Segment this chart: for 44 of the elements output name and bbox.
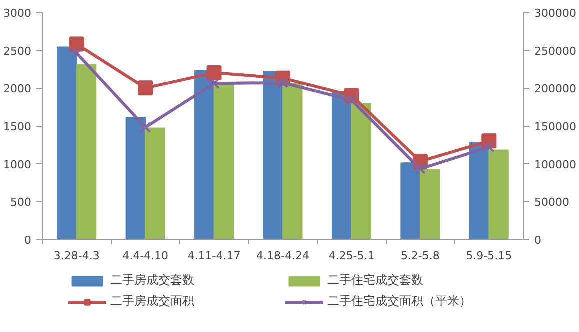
bar bbox=[76, 64, 97, 240]
point bbox=[71, 48, 82, 59]
point bbox=[69, 36, 84, 52]
bar bbox=[420, 169, 440, 240]
y2-tick-label: 300000 bbox=[534, 7, 576, 20]
point bbox=[138, 80, 154, 96]
bar bbox=[351, 104, 372, 240]
y2-tick-label: 0 bbox=[534, 234, 542, 247]
bar bbox=[57, 46, 78, 240]
y2-tick-label: 200000 bbox=[534, 82, 576, 96]
point bbox=[140, 122, 152, 134]
y-tick-label: 3000 bbox=[4, 7, 32, 20]
legend-label: 二手住宅成交面积（平米） bbox=[328, 293, 472, 310]
x-tick-label: 4.18-4.24 bbox=[256, 250, 310, 262]
point bbox=[208, 78, 220, 90]
y-tick-label: 1500 bbox=[4, 120, 32, 134]
y2-tick-label: 50000 bbox=[534, 196, 570, 210]
point bbox=[206, 66, 222, 81]
y-tick-label: 0 bbox=[24, 234, 32, 247]
bar bbox=[126, 117, 146, 240]
x-tick-label: 3.28-4.3 bbox=[54, 250, 100, 262]
bar bbox=[145, 128, 166, 240]
point bbox=[414, 164, 426, 175]
y2-tick-label: 100000 bbox=[534, 158, 576, 172]
y2-tick-label: 150000 bbox=[534, 120, 576, 134]
y2-tick-label: 250000 bbox=[534, 44, 576, 58]
y-tick-label: 2000 bbox=[4, 82, 32, 96]
x-tick-label: 4.11-4.17 bbox=[188, 250, 241, 262]
x-tick-label: 5.9-5.15 bbox=[466, 250, 512, 262]
bar bbox=[194, 70, 215, 240]
bar bbox=[214, 83, 234, 240]
bar bbox=[488, 150, 509, 240]
y-tick-label: 2500 bbox=[4, 44, 32, 58]
bar bbox=[282, 83, 303, 240]
x-tick-label: 4.4-4.10 bbox=[122, 250, 169, 262]
bar bbox=[400, 162, 421, 240]
y-tick-label: 500 bbox=[10, 196, 32, 210]
legend-label: 二手房成交面积 bbox=[110, 293, 196, 310]
x-tick-label: 5.2-5.8 bbox=[400, 250, 440, 262]
x-tick-label: 4.25-5.1 bbox=[328, 250, 375, 262]
legend-label: 二手房成交套数 bbox=[110, 272, 196, 289]
y-tick-label: 1000 bbox=[4, 158, 32, 172]
point bbox=[484, 142, 495, 153]
legend-label: 二手住宅成交套数 bbox=[328, 272, 424, 289]
